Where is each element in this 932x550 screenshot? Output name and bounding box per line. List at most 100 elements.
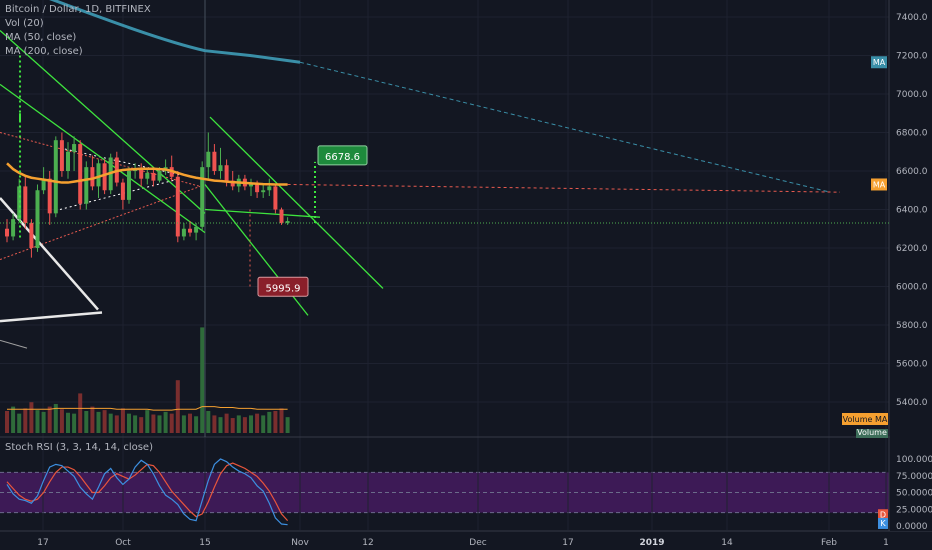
candle-body — [194, 226, 199, 233]
candle-body — [267, 186, 272, 191]
ma50-indicator-label[interactable]: MA (50, close) — [5, 32, 77, 43]
volume-bar — [212, 415, 217, 433]
time-axis-tick: 12 — [362, 538, 373, 548]
time-axis-tick: Oct — [115, 538, 131, 548]
candle-body — [17, 186, 22, 220]
candle-body — [35, 190, 40, 248]
triangle-upper-line — [0, 132, 201, 187]
rsi-axis-tick: 75.0000 — [896, 472, 932, 482]
time-axis-tick: 2019 — [639, 538, 664, 548]
volume-bar — [59, 409, 64, 433]
volume-bar — [206, 411, 211, 433]
volume-bar — [145, 410, 150, 433]
candle-body — [29, 222, 34, 248]
stoch-k-badge-bg — [878, 517, 888, 529]
candle-body — [230, 180, 235, 187]
candle-body — [279, 209, 284, 223]
price-axis-tick: 5800.0 — [896, 321, 928, 331]
trend-line-5 — [204, 208, 321, 218]
candle-body — [78, 144, 83, 204]
volume-bar — [66, 412, 70, 433]
volume-bar — [17, 413, 22, 433]
trend-line-1 — [0, 29, 206, 214]
volume-ma-line — [7, 406, 288, 411]
stoch-d-badge-bg — [878, 509, 888, 521]
candle-body — [5, 228, 9, 237]
candle-body — [84, 167, 89, 204]
candle-body — [90, 167, 95, 187]
candle-body — [127, 171, 131, 200]
volume-bar — [285, 417, 290, 433]
volume-bar — [261, 415, 266, 433]
volume-bar — [96, 411, 101, 433]
candle-body — [102, 163, 107, 191]
rsi-axis-tick: 25.0000 — [896, 505, 932, 515]
candle-body — [41, 178, 46, 191]
volume-bar — [163, 411, 168, 433]
price-axis-tick: 7200.0 — [896, 52, 928, 62]
candle-body — [23, 186, 28, 223]
white-line-3 — [0, 339, 28, 349]
ma200-badge: MA — [873, 58, 886, 67]
time-axis-tick: 17 — [37, 538, 48, 548]
chart-legend: Bitcoin / Dollar, 1D, BITFINEX Vol (20) … — [5, 3, 151, 59]
price-axis-tick: 6800.0 — [896, 129, 928, 139]
volume-bar — [90, 406, 95, 433]
rsi-axis-tick: 0.0000 — [896, 522, 928, 532]
volume-bar — [84, 411, 89, 433]
ma50-badge: MA — [873, 180, 886, 189]
ma200-badge-bg — [871, 56, 887, 69]
candle-body — [218, 165, 223, 171]
ma200-indicator-label[interactable]: MA (200, close) — [5, 46, 83, 57]
candle-body — [139, 169, 144, 179]
ma50-line — [6, 162, 288, 186]
candle-body — [212, 151, 217, 171]
time-axis-tick: 15 — [199, 538, 210, 548]
stoch-d-badge: D — [880, 510, 886, 519]
volume-bar — [236, 415, 241, 433]
time-axis-tick: 14 — [721, 538, 733, 548]
volume-bar — [273, 411, 278, 433]
candle-body — [224, 165, 229, 181]
price-axis-bg — [890, 0, 932, 531]
white-line-1 — [0, 197, 99, 311]
volume-ma-badge-bg — [842, 413, 888, 425]
time-axis-tick: Dec — [469, 538, 486, 548]
volume-badge: Volume — [857, 428, 887, 437]
volume-bar — [200, 327, 205, 433]
price-axis-tick: 7000.0 — [896, 90, 928, 100]
price-axis-tick: 6200.0 — [896, 244, 928, 254]
ma50-projection — [287, 183, 841, 193]
candle-body — [175, 176, 180, 237]
volume-bar — [169, 413, 174, 433]
candle-body — [285, 221, 290, 223]
volume-bar — [47, 406, 52, 433]
price-axis-tick: 6400.0 — [896, 206, 928, 216]
volume-bar — [120, 408, 125, 433]
candle-body — [206, 151, 211, 168]
time-axis-tick: Feb — [821, 538, 837, 548]
candle-body — [273, 186, 278, 210]
stoch-rsi-label[interactable]: Stoch RSI (3, 3, 14, 14, close) — [5, 442, 153, 453]
candle-body — [255, 182, 260, 193]
volume-bar — [127, 413, 131, 433]
volume-bar — [279, 408, 284, 433]
volume-indicator-label[interactable]: Vol (20) — [5, 18, 44, 29]
candle-body — [59, 140, 64, 171]
volume-bar — [35, 410, 40, 433]
volume-bar — [218, 417, 223, 433]
candle-body — [120, 182, 125, 200]
candle-body — [72, 144, 77, 152]
price-axis-tick: 6000.0 — [896, 283, 928, 293]
volume-bar — [5, 411, 9, 433]
symbol-title[interactable]: Bitcoin / Dollar, 1D, BITFINEX — [5, 4, 151, 15]
volume-bar — [157, 415, 162, 433]
stoch-k-badge: K — [880, 519, 886, 528]
candle-body — [181, 228, 186, 237]
volume-bar — [72, 413, 77, 433]
candle-body — [47, 178, 52, 214]
volume-bar — [23, 408, 28, 433]
stoch-rsi-k-line — [6, 458, 288, 526]
candle-body — [11, 219, 16, 237]
